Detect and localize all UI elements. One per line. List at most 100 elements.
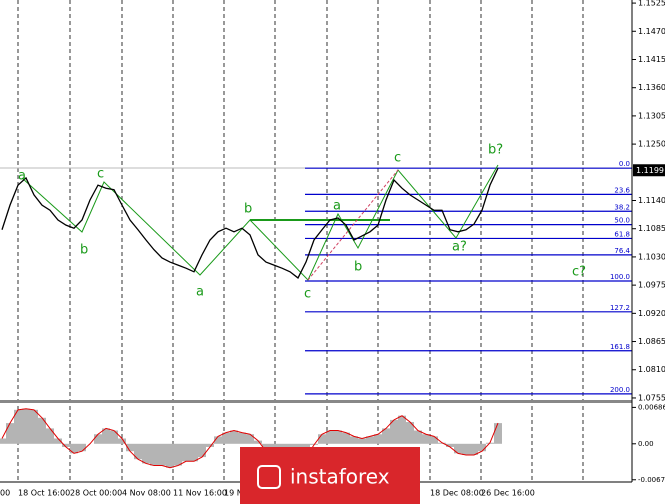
histogram-bar: [54, 438, 62, 444]
histogram-bar: [30, 409, 38, 444]
histogram-bar: [462, 443, 470, 455]
y-tick-label: 1.0865: [638, 337, 665, 346]
histogram-bar: [342, 432, 350, 444]
histogram-bar: [398, 415, 406, 444]
wave-label: a: [333, 199, 341, 214]
y-tick-label: -0.00678: [638, 476, 665, 484]
last-price-box: [633, 164, 665, 177]
x-tick-label: 26 Dec 16:00: [481, 489, 535, 498]
histogram-bar: [478, 443, 486, 452]
x-tick-label: 18 Oct 16:00: [18, 489, 70, 498]
histogram-bar: [366, 436, 374, 444]
wave-label: c: [304, 287, 311, 302]
histogram-bar: [110, 430, 118, 444]
histogram-bar: [422, 434, 430, 444]
fib-anchor: [307, 169, 399, 281]
y-tick-label: 1.1250: [638, 140, 665, 149]
signal-line: [1, 408, 499, 469]
histogram-bar: [70, 443, 78, 454]
wave-label: b?: [488, 143, 503, 158]
histogram-bar: [118, 438, 126, 444]
wave-label: a: [196, 285, 204, 300]
histogram-bar: [358, 438, 366, 444]
x-tick-label: 19 No: [224, 489, 248, 498]
watermark-box: [240, 447, 420, 504]
wave-label: c: [97, 167, 104, 182]
fib-label: 100.0: [610, 273, 630, 281]
histogram-bar: [158, 443, 166, 466]
y-tick-label: 1.1305: [638, 111, 665, 120]
histogram-bar: [6, 423, 14, 444]
histogram-bar: [142, 443, 150, 464]
histogram-bar: [390, 419, 398, 444]
logo-icon: [257, 465, 281, 489]
histogram-bar: [350, 436, 358, 444]
x-tick-label: 18 Dec 08:00: [430, 489, 484, 498]
fib-label: 38.2: [614, 203, 630, 211]
histogram-bar: [494, 423, 502, 444]
x-tick-label: 11 Nov 16:00: [173, 489, 227, 498]
fib-label: 0.0: [619, 160, 630, 168]
wave-label: b: [244, 202, 252, 217]
y-tick-label: 0.00: [638, 440, 654, 448]
histogram-bar: [470, 443, 478, 455]
wave-label: a?: [452, 240, 467, 255]
wave-label: b: [80, 243, 88, 258]
histogram-bar: [134, 443, 142, 460]
wave-label: a: [18, 169, 26, 184]
histogram-bar: [174, 443, 182, 466]
histogram-bar: [14, 409, 22, 444]
y-tick-label: 1.1030: [638, 252, 665, 261]
histogram-bar: [166, 443, 174, 468]
histogram-bar: [46, 428, 54, 444]
histogram-bar: [214, 436, 222, 444]
fib-label: 50.0: [614, 217, 630, 225]
histogram-bar: [190, 443, 198, 462]
y-tick-label: 1.0810: [638, 365, 665, 374]
histogram-bar: [374, 434, 382, 444]
histogram-bar: [182, 443, 190, 462]
histogram-bar: [78, 443, 86, 452]
fib-label: 76.4: [614, 247, 630, 255]
fib-label: 200.0: [610, 386, 630, 394]
histogram-bar: [238, 432, 246, 444]
histogram-bar: [382, 428, 390, 444]
x-tick-label: 4 Nov 08:00: [122, 489, 171, 498]
histogram-bar: [150, 443, 158, 466]
histogram-bar: [430, 436, 438, 444]
histogram-bar: [326, 430, 334, 444]
histogram-bar: [318, 434, 326, 444]
histogram-bar: [254, 440, 262, 444]
histogram-bar: [230, 430, 238, 444]
histogram-bar: [102, 428, 110, 444]
histogram-bar: [446, 443, 454, 447]
y-tick-label: 1.1415: [638, 55, 665, 64]
x-labels: 00 18 Oct 16:00 28 Oct 00:00 4 Nov 08:00…: [0, 489, 535, 498]
last-price-label: 1.1199: [636, 166, 664, 175]
y-tick-label: 1.1525: [638, 0, 665, 8]
y-tick-label: 0.00686: [638, 403, 665, 411]
wave-labels: a b c a b c a b c a? b? c?: [18, 143, 586, 302]
histogram-bar: [126, 443, 134, 452]
x-tick-label: 00: [0, 489, 10, 498]
histogram-bar: [454, 443, 462, 454]
fib-label: 61.8: [614, 230, 630, 238]
fib-label: 127.2: [610, 304, 630, 312]
histogram-bar: [94, 434, 102, 444]
wave-label: c?: [572, 265, 586, 280]
y-tick-label: 1.1360: [638, 83, 665, 92]
histogram-bar: [22, 408, 30, 444]
fib-label: 161.8: [610, 343, 630, 351]
y-tick-label: 1.1470: [638, 27, 665, 36]
histogram-bar: [206, 443, 214, 447]
y-tick-label: 1.1085: [638, 224, 665, 233]
panel-separator: [0, 400, 632, 403]
histogram-bar: [334, 430, 342, 444]
watermark: instaforex: [290, 465, 390, 489]
histogram-bar: [406, 422, 414, 444]
histogram-bar: [38, 417, 46, 444]
histogram-bar: [246, 434, 254, 444]
x-tick-label: 28 Oct 00:00: [70, 489, 122, 498]
fibonacci: 0.0 23.6 38.2 50.0 61.8 76.4 100.0 127.2 161.8 20…: [305, 160, 632, 395]
